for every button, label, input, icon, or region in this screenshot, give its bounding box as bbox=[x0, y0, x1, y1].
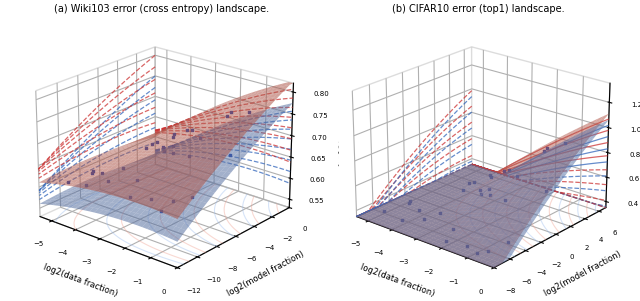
X-axis label: log2(data fraction): log2(data fraction) bbox=[42, 263, 118, 299]
Y-axis label: log2(model fraction): log2(model fraction) bbox=[543, 249, 623, 298]
Title: (b) CIFAR10 error (top1) landscape.: (b) CIFAR10 error (top1) landscape. bbox=[392, 4, 564, 14]
Title: (a) Wiki103 error (cross entropy) landscape.: (a) Wiki103 error (cross entropy) landsc… bbox=[54, 4, 269, 14]
Y-axis label: log2(model fraction): log2(model fraction) bbox=[226, 249, 306, 298]
X-axis label: log2(data fraction): log2(data fraction) bbox=[358, 263, 435, 299]
